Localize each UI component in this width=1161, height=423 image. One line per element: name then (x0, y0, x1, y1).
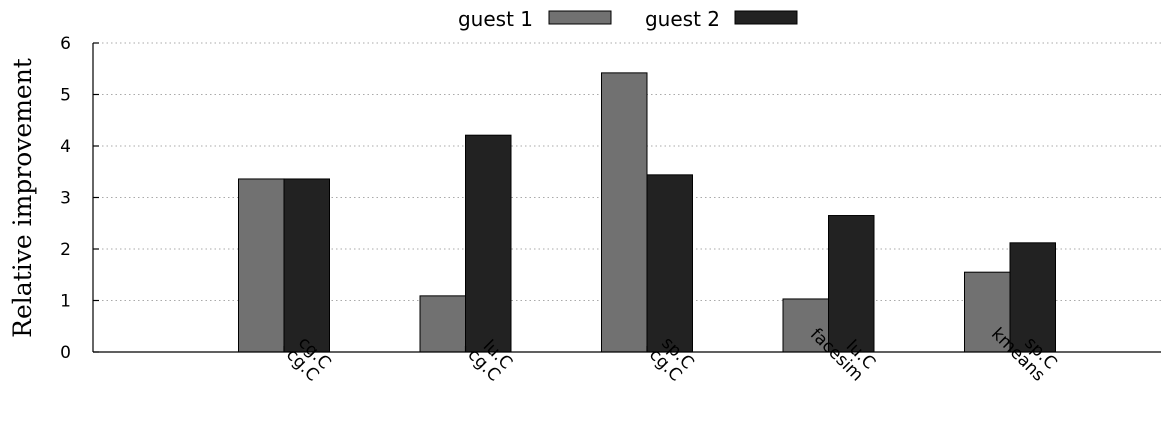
legend-swatch (549, 11, 611, 24)
y-tick-label: 2 (60, 240, 71, 260)
bar-guest-1-2 (602, 73, 648, 352)
y-tick-label: 6 (60, 34, 71, 54)
y-tick-label: 3 (60, 189, 71, 209)
y-axis-title: Relative improvement (8, 58, 37, 338)
legend-label: guest 1 (458, 7, 533, 31)
legend-swatch (735, 11, 797, 24)
bar-guest-2-0 (284, 179, 330, 352)
bar-guest-2-1 (466, 135, 512, 352)
bar-guest-1-1 (420, 296, 466, 352)
bars (239, 73, 1056, 352)
y-tick-label: 1 (60, 292, 71, 312)
y-tick-label: 4 (60, 137, 71, 157)
bar-guest-2-2 (647, 175, 693, 352)
bar-guest-1-0 (239, 179, 285, 352)
y-tick-label: 0 (60, 343, 71, 363)
y-tick-label: 5 (60, 86, 71, 106)
legend: guest 1 guest 2 (458, 7, 797, 31)
legend-label: guest 2 (645, 7, 720, 31)
bar-guest-2-3 (829, 216, 875, 352)
